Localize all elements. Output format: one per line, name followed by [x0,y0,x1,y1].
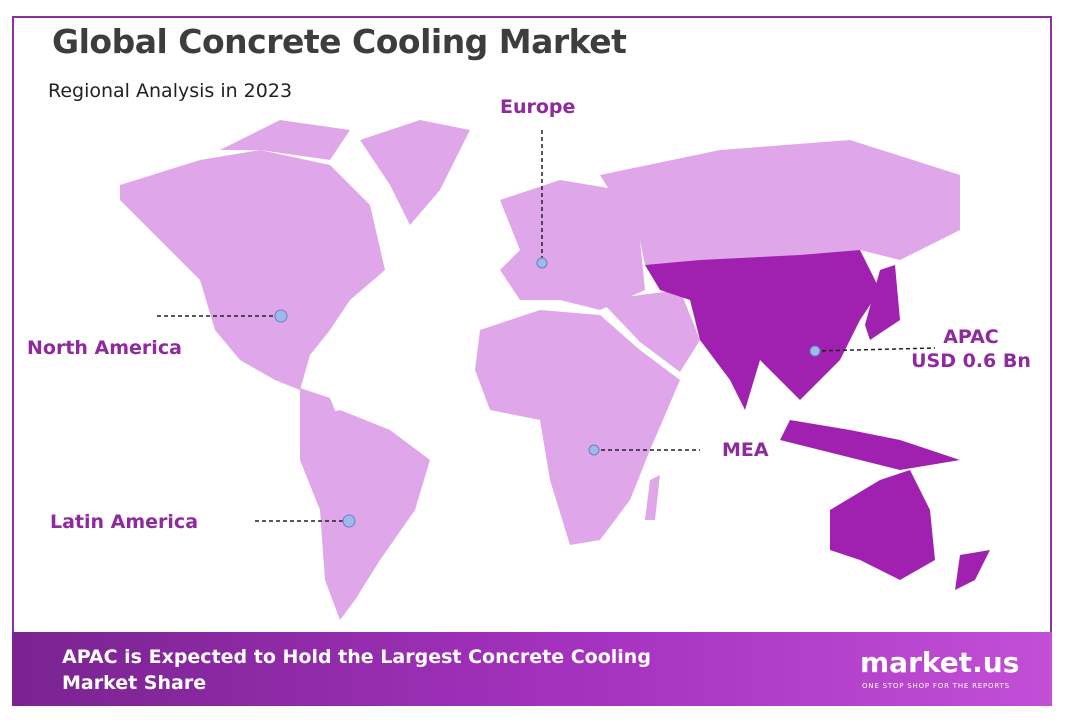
title: Global Concrete Cooling Market [52,22,627,61]
markers [274,257,821,528]
greenland [360,120,470,225]
africa [475,310,680,545]
asia-mainland [645,250,880,410]
marker [536,257,548,269]
light-regions [120,120,960,620]
region-label: Latin America [50,511,199,533]
leader-lines [157,130,936,522]
middle-east [600,290,700,372]
footer-text: APAC is Expected to Hold the Largest Con… [62,646,651,694]
region-value: USD 0.6 Bn [911,350,1031,372]
marker [342,514,356,528]
south-america [300,410,430,620]
europe [500,180,645,310]
region-label: MEA [722,439,769,461]
madagascar [645,475,660,520]
region-label-group: APAC USD 0.6 Bn [906,325,1036,373]
marker [809,345,821,357]
new-zealand [955,550,990,590]
north-america [120,150,385,390]
north-asia [600,140,960,265]
marker [274,309,288,323]
arctic-islands [220,120,350,160]
indonesia [780,420,960,470]
region-label: Europe [500,96,576,118]
footer: APAC is Expected to Hold the Largest Con… [12,632,1052,706]
apac-region [645,250,990,590]
japan [865,265,900,340]
region-label: North America [27,337,182,359]
subtitle: Regional Analysis in 2023 [48,80,293,102]
leader-line [814,347,936,352]
region-label: APAC [943,326,999,348]
tagline: ONE STOP SHOP FOR THE REPORTS [862,682,1010,690]
marker [588,444,600,456]
australia [830,470,935,580]
logo: market.us [860,646,1020,679]
